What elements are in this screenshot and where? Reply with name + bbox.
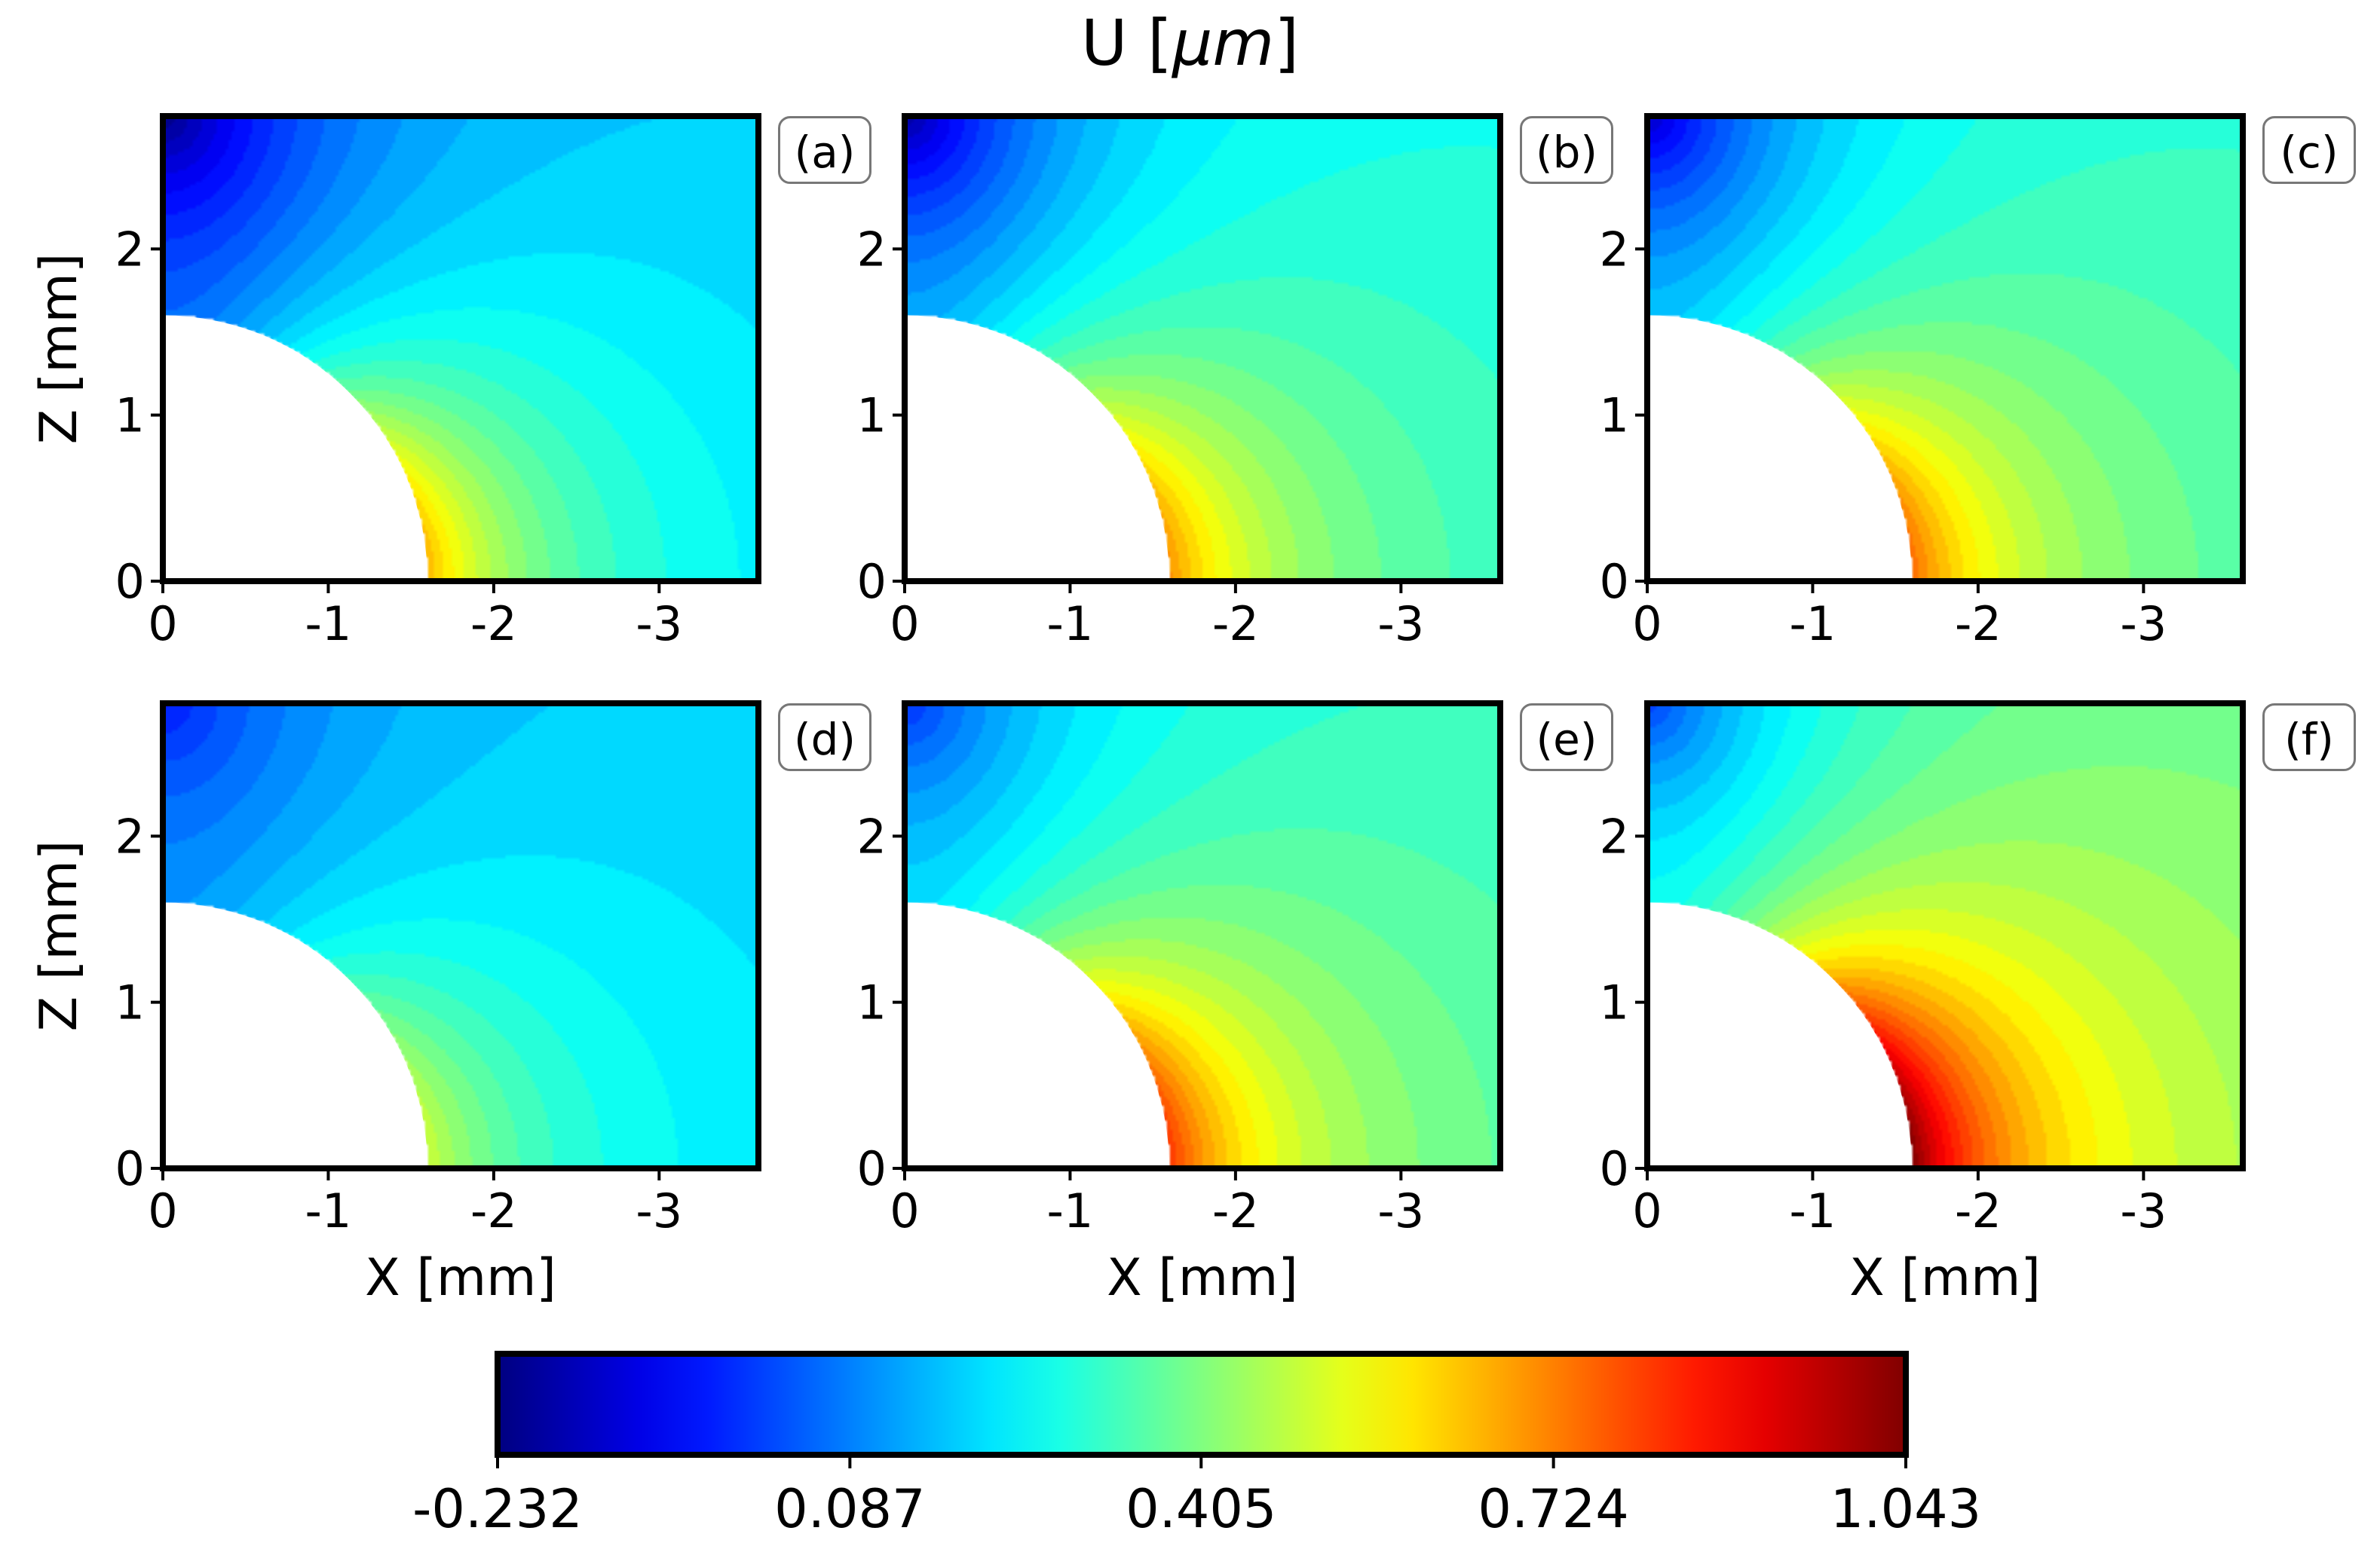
colorbar: -0.232 0.087 0.405 0.724 1.043 [412,1351,1981,1540]
x-tick-label: -1 [1047,1183,1094,1238]
z-tick-label: 1 [115,388,145,443]
x-tick-label: -3 [636,596,682,651]
x-tick-label: -1 [1790,1183,1836,1238]
z-axis-label: Z [mm] [29,253,89,445]
x-axis-label: X [mm] [365,1248,556,1308]
x-tick-label: -1 [1047,596,1094,651]
x-tick-label: -1 [305,596,352,651]
hole-region [1647,902,1913,1168]
panel-label: (c) [2262,116,2356,184]
panel-label: (f) [2262,703,2356,771]
panel-label: (d) [778,703,871,771]
z-tick-label: 2 [115,222,145,277]
panel-label: (a) [778,116,871,184]
x-tick-label: -2 [1212,596,1259,651]
z-tick-label: 0 [1600,554,1629,609]
plot-frame [902,700,1503,1171]
x-tick-label: 0 [890,1183,919,1238]
z-tick-label: 0 [1600,1141,1629,1196]
panel-4: 0 -1 -2 -3 0 1 2 X [mm] Z [mm] [29,700,761,1308]
x-tick-label: -3 [2120,596,2167,651]
x-tick-label: -1 [1790,596,1836,651]
panel-1: 0 -1 -2 -3 0 1 2 Z [mm] [29,113,761,651]
x-tick-label: -2 [1955,596,2002,651]
z-tick-label: 0 [115,554,145,609]
plot-frame [1644,700,2246,1171]
x-tick-label: -1 [305,1183,352,1238]
z-tick-label: 1 [857,388,887,443]
z-tick-label: 1 [1600,388,1629,443]
plot-frame [160,113,761,584]
hole-region [163,902,428,1168]
x-tick-label: 0 [148,596,177,651]
x-axis-label: X [mm] [1107,1248,1298,1308]
z-tick-label: 2 [1600,222,1629,277]
colorbar-tick-label: -0.232 [412,1478,583,1540]
x-tick-label: -3 [636,1183,682,1238]
title-var: U [1080,6,1128,80]
plot-frame [160,700,761,1171]
x-tick-label: -2 [470,1183,517,1238]
x-tick-label: -2 [1955,1183,2002,1238]
colorbar-tick-label: 1.043 [1830,1478,1981,1540]
title-unit-close: ] [1274,6,1300,80]
z-tick-label: 2 [115,809,145,864]
plot-frame [902,113,1503,584]
title-unit-open: [ [1147,6,1172,80]
x-tick-label: 0 [890,596,919,651]
x-tick-label: 0 [1632,1183,1662,1238]
panel-label: (e) [1520,703,1613,771]
hole-region [905,315,1170,581]
panel-label: (b) [1520,116,1613,184]
hole-region [1647,315,1913,581]
z-tick-label: 1 [115,975,145,1030]
x-tick-label: -2 [1212,1183,1259,1238]
colorbar-tick-label: 0.405 [1126,1478,1276,1540]
panel-5: 0 -1 -2 -3 0 1 2 X [mm] [857,700,1503,1308]
z-tick-label: 1 [1600,975,1629,1030]
x-tick-label: 0 [1632,596,1662,651]
x-tick-label: -3 [1377,596,1424,651]
panels-layer: 0 -1 -2 -3 0 1 2 Z [mm] 0 -1 -2 -3 0 1 2 0 -1 -2 -3 0 1 2 0 -1 -… [29,113,2246,1308]
x-tick-label: 0 [148,1183,177,1238]
z-axis-label: Z [mm] [29,840,89,1032]
panel-6: 0 -1 -2 -3 0 1 2 X [mm] [1600,700,2246,1308]
z-tick-label: 0 [115,1141,145,1196]
colorbar-tick-label: 0.724 [1478,1478,1628,1540]
title-unit: μm [1172,6,1275,80]
colorbar-tick-label: 0.087 [774,1478,925,1540]
panel-2: 0 -1 -2 -3 0 1 2 [857,113,1503,651]
x-tick-label: -2 [470,596,517,651]
x-tick-label: -3 [2120,1183,2167,1238]
z-tick-label: 2 [857,222,887,277]
z-tick-label: 1 [857,975,887,1030]
z-tick-label: 0 [857,554,887,609]
hole-region [163,315,428,581]
z-tick-label: 0 [857,1141,887,1196]
x-tick-label: -3 [1377,1183,1424,1238]
colorbar-gradient [498,1354,1906,1455]
z-tick-label: 2 [857,809,887,864]
panel-3: 0 -1 -2 -3 0 1 2 [1600,113,2246,651]
x-axis-label: X [mm] [1849,1248,2041,1308]
plot-frame [1644,113,2246,584]
z-tick-label: 2 [1600,809,1629,864]
figure-title: U [μm] [0,6,2380,80]
hole-region [905,902,1170,1168]
